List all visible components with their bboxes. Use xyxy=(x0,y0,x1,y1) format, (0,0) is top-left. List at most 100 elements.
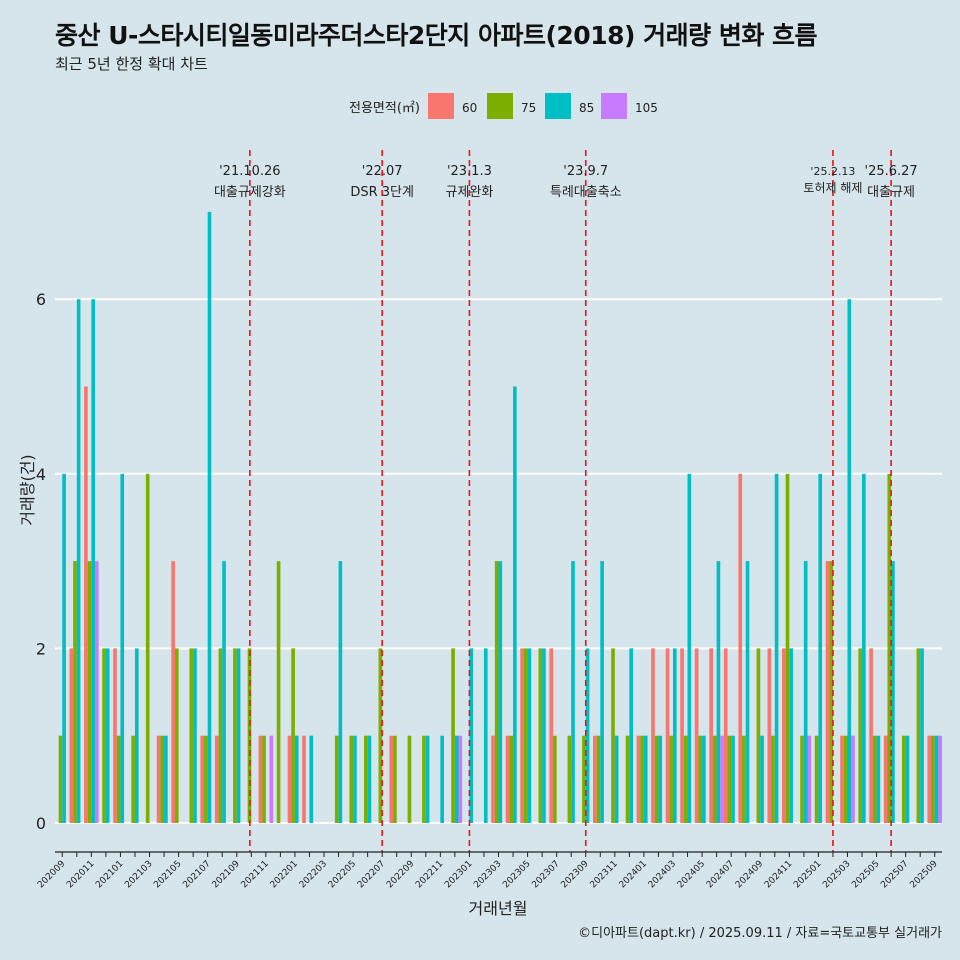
chart-title: 중산 U-스타시티일동미라주더스타2단지 아파트(2018) 거래량 변화 흐름 xyxy=(55,21,818,50)
bar-202412-105 xyxy=(807,735,812,823)
x-tick-label-202011: 202011 xyxy=(65,859,96,890)
bar-202109-85 xyxy=(236,648,241,823)
bar-202310-85 xyxy=(600,561,604,823)
event-date-3: '23.9.7 xyxy=(563,164,608,179)
bar-202409-85 xyxy=(760,735,764,823)
legend-key-60 xyxy=(428,93,454,119)
y-tick-label-4: 4 xyxy=(36,465,46,484)
bar-202011-85 xyxy=(91,299,95,823)
bar-202411-60 xyxy=(782,648,786,823)
y-tick-label-0: 0 xyxy=(36,814,46,833)
bar-202212-85 xyxy=(454,735,459,823)
bar-202305-60 xyxy=(520,648,524,823)
bar-202309-85 xyxy=(585,648,590,823)
bar-202406-105 xyxy=(720,735,724,823)
bar-202410-75 xyxy=(771,735,775,823)
x-axis-label: 거래년월 xyxy=(469,899,528,918)
event-label-5: 대출규제 xyxy=(867,185,915,200)
bar-202407-60 xyxy=(723,648,728,823)
bar-202009-75 xyxy=(58,735,63,823)
bar-202509-105 xyxy=(938,735,942,823)
bar-202101-85 xyxy=(120,473,125,823)
bar-202011-105 xyxy=(94,561,99,823)
event-label-4: 토허제 해제 xyxy=(803,181,862,195)
bar-202212-75 xyxy=(451,648,455,823)
x-tick-label-202311: 202311 xyxy=(589,859,620,890)
x-tick-label-202209: 202209 xyxy=(385,859,417,891)
bar-202011-60 xyxy=(84,386,88,823)
bar-202409-75 xyxy=(756,648,761,823)
bar-202505-85 xyxy=(876,735,881,823)
bar-202412-75 xyxy=(800,735,804,823)
x-tick-label-202305: 202305 xyxy=(501,859,532,890)
bar-202104-60 xyxy=(156,735,161,823)
bar-202503-105 xyxy=(851,735,855,823)
bar-202405-75 xyxy=(698,735,703,823)
bar-202505-60 xyxy=(869,648,873,823)
bar-202307-60 xyxy=(549,648,554,823)
bar-202506-75 xyxy=(887,473,892,823)
bar-202204-75 xyxy=(334,735,339,823)
bar-202106-75 xyxy=(189,648,194,823)
event-date-1: '22.07 xyxy=(362,164,403,179)
bar-202403-60 xyxy=(665,648,670,823)
bar-202410-60 xyxy=(767,648,772,823)
bar-202503-60 xyxy=(840,735,844,823)
bar-202509-85 xyxy=(934,735,939,823)
x-tick-label-202503: 202503 xyxy=(821,859,852,890)
bar-202508-75 xyxy=(916,648,921,823)
bar-202507-85 xyxy=(905,735,910,823)
bar-202103-75 xyxy=(145,473,150,823)
bar-202310-60 xyxy=(593,735,597,823)
y-tick-label-2: 2 xyxy=(36,639,46,658)
bar-202411-75 xyxy=(785,473,790,823)
event-label-3: 특례대출축소 xyxy=(550,185,622,200)
bar-202107-60 xyxy=(200,735,205,823)
bar-202009-85 xyxy=(62,473,66,823)
x-tick-label-202303: 202303 xyxy=(472,859,503,890)
bar-202309-75 xyxy=(582,735,586,823)
bar-202201-85 xyxy=(294,735,299,823)
legend-key-105 xyxy=(601,93,627,119)
bar-202010-85 xyxy=(76,299,81,823)
bar-202303-85 xyxy=(498,561,503,823)
bar-202111-105 xyxy=(269,735,274,823)
bar-202406-60 xyxy=(709,648,713,823)
x-tick-label-202509: 202509 xyxy=(908,859,940,891)
bar-202405-60 xyxy=(694,648,699,823)
source-caption: ©디아파트(dapt.kr) / 2025.09.11 / 자료=국토교통부 실… xyxy=(578,926,942,941)
x-tick-label-202201: 202201 xyxy=(269,859,300,890)
bar-202503-75 xyxy=(843,735,848,823)
bar-202509-75 xyxy=(931,735,935,823)
bar-202111-75 xyxy=(262,735,266,823)
event-label-2: 규제완화 xyxy=(445,185,493,200)
bar-202112-75 xyxy=(276,561,281,823)
bar-202105-75 xyxy=(174,648,179,823)
bar-202503-85 xyxy=(847,299,852,823)
bar-202210-75 xyxy=(422,735,426,823)
y-axis-label: 거래량(건) xyxy=(18,454,37,525)
bar-202312-75 xyxy=(625,735,630,823)
bar-202408-75 xyxy=(742,735,746,823)
legend-key-75 xyxy=(487,93,513,119)
bar-202408-85 xyxy=(745,561,750,823)
bar-202202-85 xyxy=(309,735,314,823)
x-tick-label-202207: 202207 xyxy=(356,859,387,890)
bar-202502-75 xyxy=(829,561,833,823)
x-tick-label-202501: 202501 xyxy=(792,859,823,890)
x-tick-label-202109: 202109 xyxy=(211,859,243,891)
axes: 2020092020112021012021032021052021072021… xyxy=(36,851,942,891)
event-date-2: '23.1.3 xyxy=(447,164,492,179)
x-tick-label-202309: 202309 xyxy=(559,859,591,891)
bar-202010-60 xyxy=(69,648,74,823)
bar-202301-85 xyxy=(469,648,474,823)
bar-202402-85 xyxy=(658,735,663,823)
x-tick-label-202405: 202405 xyxy=(676,859,707,890)
x-tick-label-202105: 202105 xyxy=(152,859,183,890)
bar-202206-75 xyxy=(364,735,368,823)
bar-202402-75 xyxy=(654,735,659,823)
bar-202307-75 xyxy=(553,735,557,823)
x-tick-label-202407: 202407 xyxy=(705,859,736,890)
bar-202502-60 xyxy=(825,561,830,823)
bar-202107-75 xyxy=(204,735,208,823)
